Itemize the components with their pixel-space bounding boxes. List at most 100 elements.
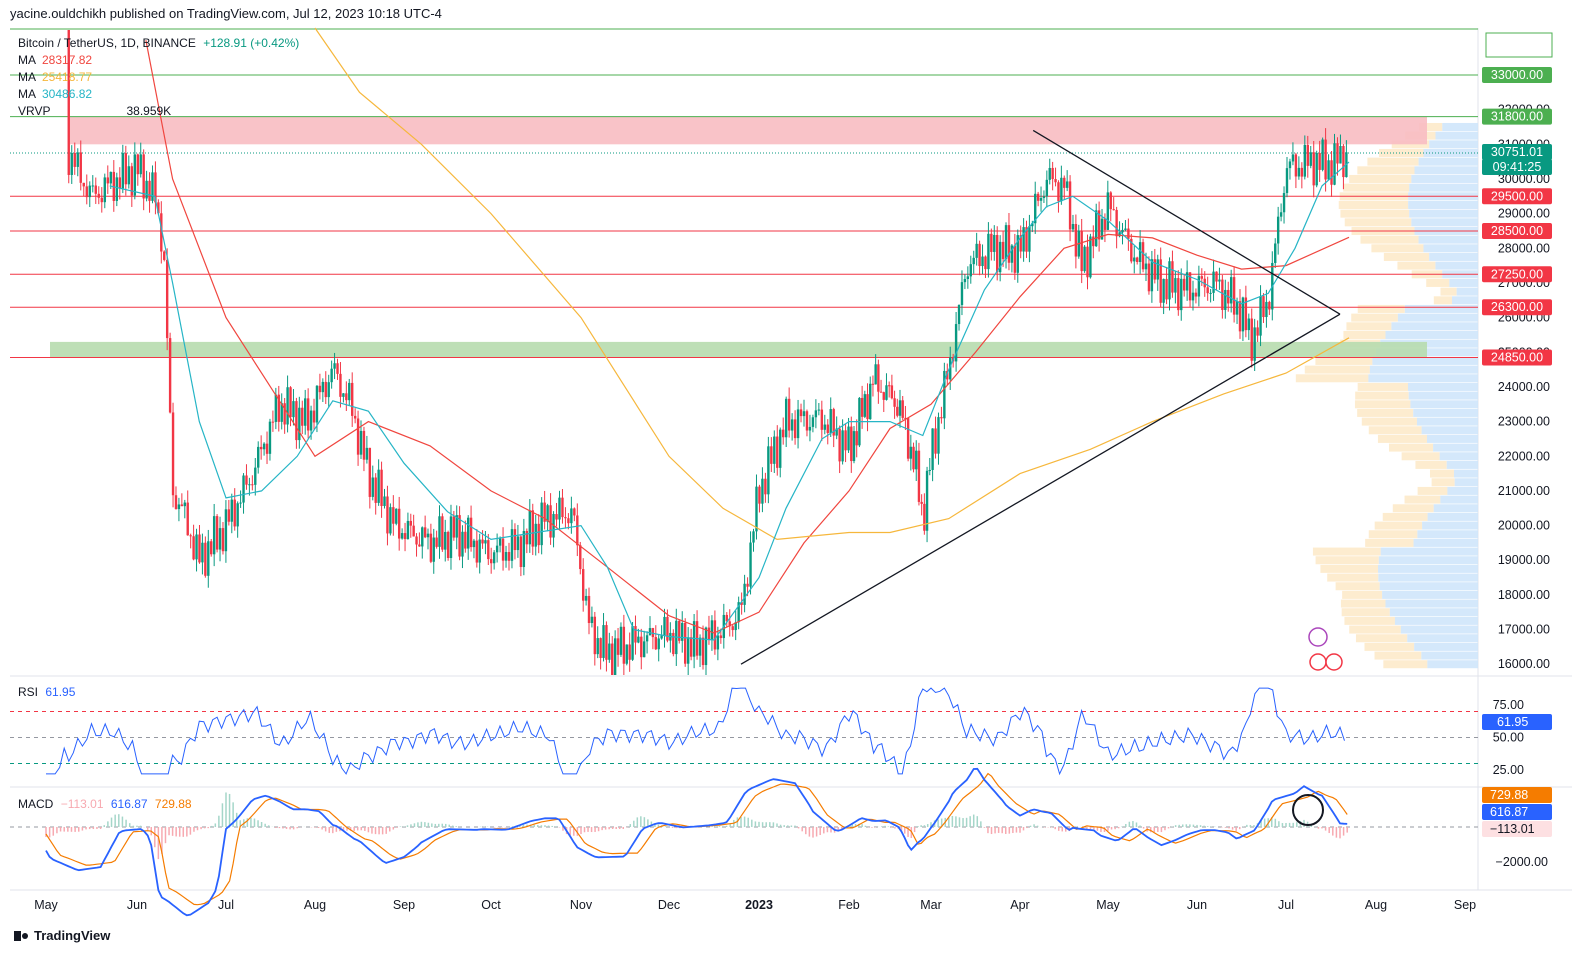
- symbol-title[interactable]: Bitcoin / TetherUS, 1D, BINANCE: [18, 36, 196, 50]
- rsi-legend[interactable]: RSI 61.95: [18, 685, 75, 699]
- candle-body: [1124, 228, 1127, 230]
- price-tag: [1482, 349, 1552, 366]
- candle-body: [365, 447, 369, 460]
- volume-profile-bar: [1315, 556, 1379, 565]
- volume-profile-bar: [1357, 408, 1414, 417]
- volume-profile-bar: [1391, 322, 1478, 331]
- candle-body: [1106, 192, 1110, 230]
- candle-body: [642, 641, 646, 658]
- volume-profile-bar: [1408, 382, 1478, 391]
- candle-body: [251, 484, 254, 486]
- candle-body: [1318, 153, 1321, 170]
- candle-body: [464, 531, 467, 549]
- candle-body: [882, 392, 885, 400]
- volume-profile-bar: [1343, 330, 1386, 339]
- volume-profile-bar: [1449, 278, 1478, 287]
- candle-body: [1095, 210, 1098, 247]
- candle-body: [368, 447, 372, 497]
- legend-ma1[interactable]: MA 28317.82: [18, 52, 92, 69]
- volume-profile-bar: [1427, 512, 1478, 521]
- volume-profile-bar: [1440, 495, 1478, 504]
- candle-body: [1071, 224, 1075, 230]
- candle-body: [168, 338, 172, 413]
- candle-body: [701, 637, 705, 666]
- candle-body: [1276, 216, 1280, 244]
- time-axis-tick: Apr: [1010, 898, 1029, 912]
- candle-body: [1327, 160, 1330, 180]
- price-tag-label: 27250.00: [1491, 267, 1543, 281]
- candle-body: [734, 622, 737, 631]
- candle-body: [309, 410, 313, 431]
- candle-body: [877, 364, 880, 392]
- candle-body: [619, 626, 623, 655]
- publisher-line: yacine.ouldchikh published on TradingVie…: [10, 6, 442, 21]
- candle-body: [915, 450, 918, 470]
- candle-body: [972, 257, 975, 265]
- candle-body: [1051, 167, 1054, 180]
- moving-average-line-3: [109, 161, 1350, 641]
- candle-body: [587, 595, 591, 624]
- candle-body: [969, 264, 972, 277]
- candle-body: [356, 418, 360, 455]
- candle-body: [937, 417, 940, 454]
- ma1-label: MA: [18, 53, 36, 67]
- volume-profile-bar: [1429, 469, 1454, 478]
- candle-body: [333, 363, 336, 369]
- volume-profile-bar: [1315, 356, 1373, 365]
- candle-body: [426, 533, 430, 538]
- candle-body: [67, 30, 70, 175]
- rsi-line: [46, 687, 1345, 776]
- volume-profile-bar: [1394, 616, 1478, 625]
- volume-profile-bar: [1371, 244, 1424, 253]
- candle-body: [713, 620, 717, 650]
- candle-body: [1153, 259, 1157, 280]
- candle-body: [1244, 297, 1248, 331]
- candle-body: [731, 626, 734, 631]
- price-tag-label: 24850.00: [1491, 350, 1543, 364]
- volume-profile-bar: [1342, 590, 1383, 599]
- candle-body: [301, 407, 304, 426]
- candle-body: [823, 424, 826, 430]
- candle-body: [286, 387, 289, 425]
- candle-body: [525, 531, 529, 545]
- candle-body: [516, 536, 520, 551]
- candle-body: [1001, 241, 1005, 260]
- candle-body: [133, 154, 137, 196]
- candle-body: [467, 517, 470, 549]
- candle-body: [186, 502, 189, 536]
- ma2-label: MA: [18, 70, 36, 84]
- candle-body: [531, 510, 534, 547]
- volume-profile-bar: [1411, 174, 1478, 183]
- volume-profile-bar: [1340, 599, 1386, 608]
- candle-body: [949, 357, 952, 380]
- candle-body: [377, 469, 380, 503]
- volume-profile-bar: [1421, 651, 1478, 660]
- legend-ma3[interactable]: MA 30486.82: [18, 86, 92, 103]
- candle-body: [987, 233, 990, 270]
- candle-body: [1221, 279, 1224, 310]
- candle-body: [852, 431, 856, 462]
- moving-average-line-2: [314, 27, 1350, 541]
- legend-vrvp[interactable]: VRVP 38.959K: [18, 103, 171, 120]
- volume-profile-bar: [1435, 261, 1478, 270]
- footer-brand-text: TradingView: [34, 928, 111, 943]
- candle-body: [115, 177, 118, 201]
- time-axis-tick: 2023: [745, 898, 773, 912]
- candle-body: [611, 643, 614, 675]
- candle-body: [492, 552, 496, 564]
- candle-body: [893, 398, 896, 407]
- volume-profile-bar: [1344, 616, 1395, 625]
- macd-legend[interactable]: MACD −113.01 616.87 729.88: [18, 797, 192, 811]
- candle-body: [180, 504, 184, 507]
- candle-body: [212, 516, 216, 555]
- candle-body: [996, 234, 999, 273]
- legend-ma2[interactable]: MA 25418.77: [18, 69, 92, 86]
- candle-body: [318, 385, 322, 393]
- candle-body: [534, 523, 537, 547]
- footer-brand[interactable]: TradingView: [14, 928, 110, 943]
- candle-body: [163, 251, 166, 260]
- candle-body: [909, 446, 913, 459]
- candle-body: [855, 431, 858, 446]
- rsi-value-tag: [1482, 713, 1552, 730]
